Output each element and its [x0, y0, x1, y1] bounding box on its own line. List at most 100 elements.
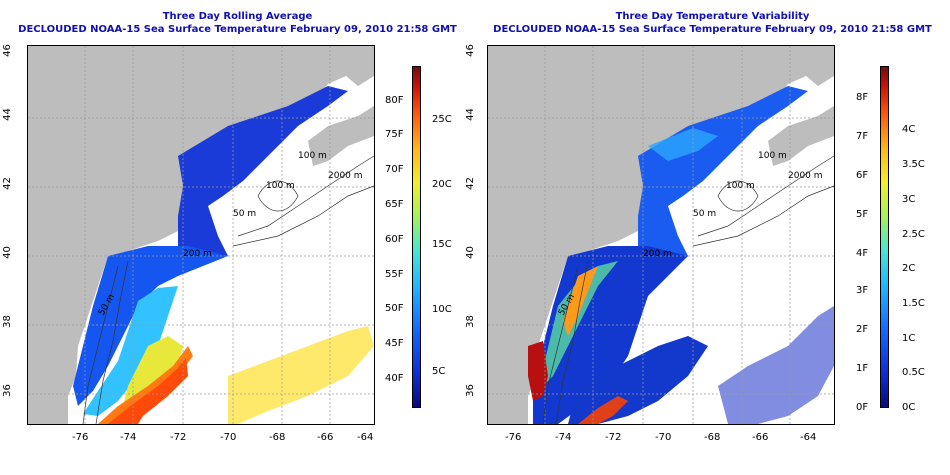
sst-shelf-cyan [83, 286, 178, 416]
bathymetry-contours [82, 155, 374, 424]
var-gulf-of-maine [638, 86, 808, 261]
cb-left-f-60: 60F [385, 234, 404, 245]
right-panel: Three Day Temperature Variability DECLOU… [465, 0, 950, 475]
cb-right-c-0: 0C [902, 402, 916, 413]
sst-coastal-blue [73, 246, 228, 406]
land-mainland [28, 46, 374, 424]
cb-right-c-3-5: 3.5C [902, 159, 925, 170]
var-gulf-highlight [648, 128, 718, 161]
right-map: 100 m 2000 m 100 m 50 m 200 m 50 m [487, 45, 835, 425]
left-title-line1: Three Day Rolling Average [162, 11, 313, 22]
cb-left-f-65: 65F [385, 199, 404, 210]
cb-left-c-25: 25C [432, 114, 452, 125]
cb-right-c-0-5: 0.5C [902, 367, 925, 378]
contour-label-50m-a: 50 m [233, 209, 256, 219]
lon-label-68: -68 [704, 432, 721, 443]
cb-left-c-15: 15C [432, 239, 452, 250]
cb-right-f-8: 8F [856, 92, 869, 103]
cb-right-f-5: 5F [856, 209, 869, 220]
right-title: Three Day Temperature Variability DECLOU… [475, 10, 950, 36]
left-map: 100 m 2000 m 100 m 50 m 200 m 50 m [27, 45, 375, 425]
lon-label-72: -72 [170, 432, 187, 443]
contour-label-100m-a: 100 m [758, 151, 787, 161]
lat-label-44: 44 [1, 108, 13, 121]
bathymetry-contours [542, 155, 834, 424]
lon-label-64: -64 [800, 432, 817, 443]
cb-right-c-3: 3C [902, 194, 916, 205]
lon-label-66: -66 [317, 432, 334, 443]
cb-left-f-45: 45F [385, 338, 404, 349]
lat-label-38: 38 [1, 315, 13, 328]
right-title-line1: Three Day Temperature Variability [615, 11, 810, 22]
lon-label-76: -76 [505, 432, 522, 443]
lat-label-36: 36 [464, 384, 476, 397]
cb-right-f-7: 7F [856, 131, 869, 142]
cb-right-f-3: 3F [856, 285, 869, 296]
sst-gulfstream [98, 346, 193, 424]
graticule [28, 46, 374, 424]
lon-label-74: -74 [120, 432, 137, 443]
var-shelf-green [543, 261, 618, 386]
var-south [568, 336, 708, 424]
sst-warm-patch [228, 326, 374, 424]
colorbar-right [880, 66, 889, 408]
graticule [488, 46, 834, 424]
cb-right-c-4: 4C [902, 124, 916, 135]
land-mainland [488, 46, 834, 424]
cb-right-f-0: 0F [856, 402, 869, 413]
contour-label-2000m: 2000 m [788, 171, 823, 181]
lon-label-70: -70 [655, 432, 672, 443]
contour-label-200m: 200 m [643, 249, 672, 259]
colorbar-left [412, 66, 421, 408]
lat-label-40: 40 [464, 246, 476, 259]
cb-left-f-40: 40F [385, 373, 404, 384]
lat-label-42: 42 [464, 177, 476, 190]
lat-label-42: 42 [1, 177, 13, 190]
lon-label-74: -74 [555, 432, 572, 443]
var-hot-strip [563, 266, 598, 336]
left-title: Three Day Rolling Average DECLOUDED NOAA… [0, 10, 475, 36]
contour-label-100m-a: 100 m [298, 151, 327, 161]
cb-left-c-5: 5C [432, 366, 446, 377]
right-title-line2: DECLOUDED NOAA-15 Sea Surface Temperatur… [493, 24, 932, 35]
lon-label-64: -64 [357, 432, 374, 443]
lat-label-46: 46 [464, 44, 476, 57]
cb-right-f-2: 2F [856, 324, 869, 335]
right-map-canvas: 100 m 2000 m 100 m 50 m 200 m 50 m [488, 46, 834, 424]
lon-label-72: -72 [605, 432, 622, 443]
cb-right-f-1: 1F [856, 363, 869, 374]
cb-right-f-6: 6F [856, 170, 869, 181]
var-offshore-scatter [718, 306, 834, 424]
lat-label-38: 38 [464, 315, 476, 328]
land-nova-scotia [308, 106, 374, 166]
cb-left-f-70: 70F [385, 164, 404, 175]
contour-label-200m: 200 m [183, 249, 212, 259]
lat-label-36: 36 [1, 384, 13, 397]
var-south-hot [578, 396, 628, 424]
contour-label-100m-b: 100 m [266, 181, 295, 191]
contour-label-2000m: 2000 m [328, 171, 363, 181]
lat-label-44: 44 [464, 108, 476, 121]
contour-label-100m-b: 100 m [726, 181, 755, 191]
lon-label-70: -70 [220, 432, 237, 443]
lat-label-40: 40 [1, 246, 13, 259]
cb-left-c-10: 10C [432, 304, 452, 315]
cb-left-f-55: 55F [385, 269, 404, 280]
contour-label-50m-a: 50 m [693, 209, 716, 219]
left-panel: Three Day Rolling Average DECLOUDED NOAA… [0, 10, 475, 443]
lat-label-46: 46 [1, 44, 13, 57]
cb-left-f-75: 75F [385, 129, 404, 140]
lon-label-68: -68 [269, 432, 286, 443]
left-title-line2: DECLOUDED NOAA-15 Sea Surface Temperatur… [18, 24, 457, 35]
var-hot-core [528, 341, 548, 401]
cb-left-c-20: 20C [432, 179, 452, 190]
cb-right-c-1: 1C [902, 333, 916, 344]
cb-right-c-2: 2C [902, 263, 916, 274]
lon-label-66: -66 [752, 432, 769, 443]
cb-right-f-4: 4F [856, 248, 869, 259]
land-nova-scotia [768, 106, 834, 166]
cb-left-f-50: 50F [385, 303, 404, 314]
sst-gulfstream-core [108, 358, 188, 424]
sst-slope-yellow [123, 336, 183, 406]
sst-gulf-of-maine [178, 86, 348, 261]
